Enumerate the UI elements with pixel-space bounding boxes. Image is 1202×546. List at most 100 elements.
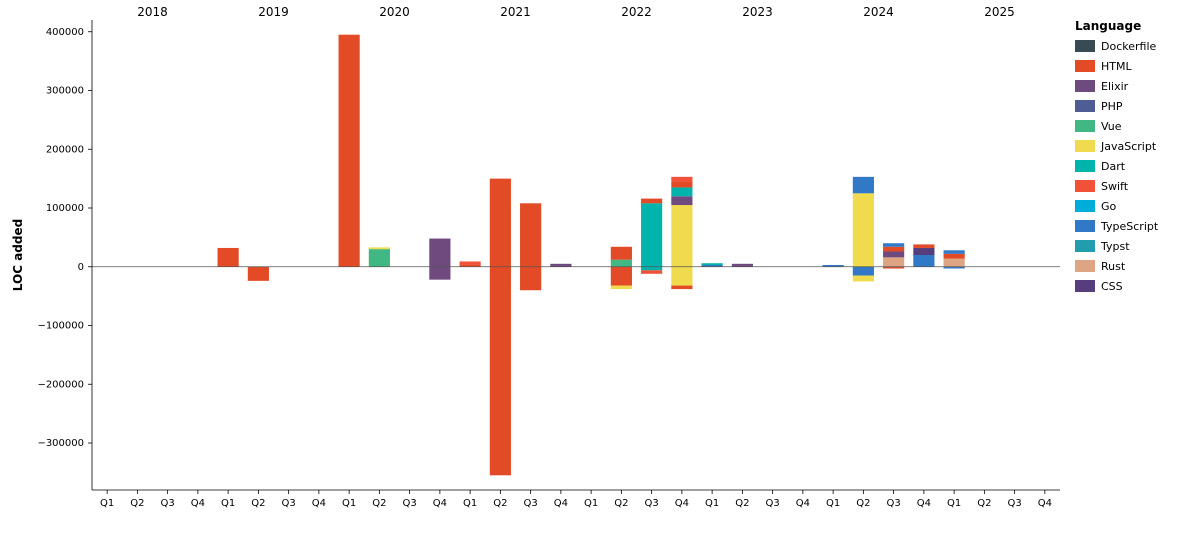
legend-label: Elixir — [1101, 80, 1129, 93]
x-tick-label: Q4 — [191, 498, 205, 509]
bar-segment — [550, 264, 571, 267]
bar-segment — [520, 267, 541, 291]
x-tick-label: Q2 — [251, 498, 265, 509]
bar-segment — [671, 182, 692, 188]
bar-segment — [641, 270, 662, 274]
x-tick-label: Q4 — [675, 498, 689, 509]
bar-segment — [490, 267, 511, 476]
x-tick-label: Q1 — [947, 498, 961, 509]
y-tick-label: −300000 — [37, 438, 84, 449]
bar-segment — [611, 286, 632, 290]
x-tick-label: Q2 — [977, 498, 991, 509]
legend-swatch — [1075, 120, 1095, 132]
legend-swatch — [1075, 180, 1095, 192]
x-tick-label: Q3 — [282, 498, 296, 509]
y-tick-label: 100000 — [46, 203, 84, 214]
x-tick-label: Q2 — [372, 498, 386, 509]
bar-segment — [611, 260, 632, 267]
bar-segment — [853, 193, 874, 266]
y-tick-label: 200000 — [46, 144, 84, 155]
bar-segment — [218, 248, 239, 267]
x-tick-label: Q1 — [826, 498, 840, 509]
legend-swatch — [1075, 100, 1095, 112]
bar-segment — [853, 177, 874, 193]
bar-segment — [611, 267, 632, 286]
x-tick-label: Q1 — [100, 498, 114, 509]
x-tick-label: Q4 — [1038, 498, 1052, 509]
bar-segment — [641, 199, 662, 204]
x-tick-label: Q4 — [433, 498, 447, 509]
legend: LanguageDockerfileHTMLElixirPHPVueJavaSc… — [1075, 19, 1159, 293]
legend-swatch — [1075, 60, 1095, 72]
x-tick-label: Q2 — [735, 498, 749, 509]
legend-swatch — [1075, 220, 1095, 232]
bar-segment — [883, 251, 904, 257]
legend-swatch — [1075, 260, 1095, 272]
legend-label: Rust — [1101, 260, 1126, 273]
y-tick-label: −100000 — [37, 321, 84, 332]
bars-group — [218, 35, 965, 476]
legend-title: Language — [1075, 19, 1141, 33]
x-tick-label: Q3 — [403, 498, 417, 509]
bar-segment — [671, 286, 692, 290]
legend-label: JavaScript — [1100, 140, 1157, 153]
bar-segment — [732, 264, 753, 267]
legend-label: Dockerfile — [1101, 40, 1157, 53]
y-tick-label: −200000 — [37, 379, 84, 390]
bar-segment — [853, 267, 874, 276]
x-tick-label: Q2 — [614, 498, 628, 509]
bar-segment — [429, 239, 450, 267]
bar-segment — [611, 247, 632, 260]
legend-swatch — [1075, 140, 1095, 152]
bar-segment — [369, 249, 390, 267]
bar-segment — [944, 254, 965, 259]
x-tick-label: Q2 — [493, 498, 507, 509]
year-label: 2019 — [258, 5, 289, 19]
legend-swatch — [1075, 160, 1095, 172]
bar-segment — [671, 267, 692, 286]
bar-segment — [671, 177, 692, 182]
x-tick-label: Q4 — [796, 498, 810, 509]
x-tick-label: Q2 — [130, 498, 144, 509]
legend-label: TypeScript — [1100, 220, 1159, 233]
bar-segment — [702, 263, 723, 265]
x-tick-label: Q1 — [463, 498, 477, 509]
x-tick-label: Q1 — [221, 498, 235, 509]
bar-segment — [520, 203, 541, 266]
x-tick-label: Q3 — [766, 498, 780, 509]
bar-segment — [883, 243, 904, 247]
legend-label: Dart — [1101, 160, 1126, 173]
bar-segment — [369, 247, 390, 249]
x-tick-label: Q1 — [705, 498, 719, 509]
bar-segment — [944, 250, 965, 254]
y-tick-label: 300000 — [46, 86, 84, 97]
bar-segment — [944, 259, 965, 267]
legend-swatch — [1075, 200, 1095, 212]
bar-segment — [429, 267, 450, 280]
x-tick-label: Q1 — [342, 498, 356, 509]
legend-label: Go — [1101, 200, 1117, 213]
x-tick-label: Q3 — [524, 498, 538, 509]
legend-label: CSS — [1101, 280, 1123, 293]
bar-segment — [490, 179, 511, 267]
y-tick-label: 400000 — [46, 27, 84, 38]
x-tick-label: Q4 — [917, 498, 931, 509]
legend-swatch — [1075, 240, 1095, 252]
bar-segment — [853, 276, 874, 282]
legend-label: Vue — [1101, 120, 1122, 133]
bar-segment — [671, 187, 692, 196]
x-tick-label: Q4 — [554, 498, 568, 509]
bar-segment — [913, 248, 934, 255]
year-label: 2024 — [863, 5, 894, 19]
bar-segment — [913, 255, 934, 267]
bar-segment — [339, 35, 360, 267]
legend-label: Swift — [1101, 180, 1129, 193]
y-axis-label: LOC added — [11, 219, 25, 291]
bar-segment — [641, 203, 662, 266]
legend-swatch — [1075, 40, 1095, 52]
year-label: 2018 — [137, 5, 168, 19]
x-tick-label: Q3 — [887, 498, 901, 509]
y-tick-label: 0 — [78, 262, 84, 273]
bar-segment — [671, 205, 692, 267]
x-tick-label: Q1 — [584, 498, 598, 509]
